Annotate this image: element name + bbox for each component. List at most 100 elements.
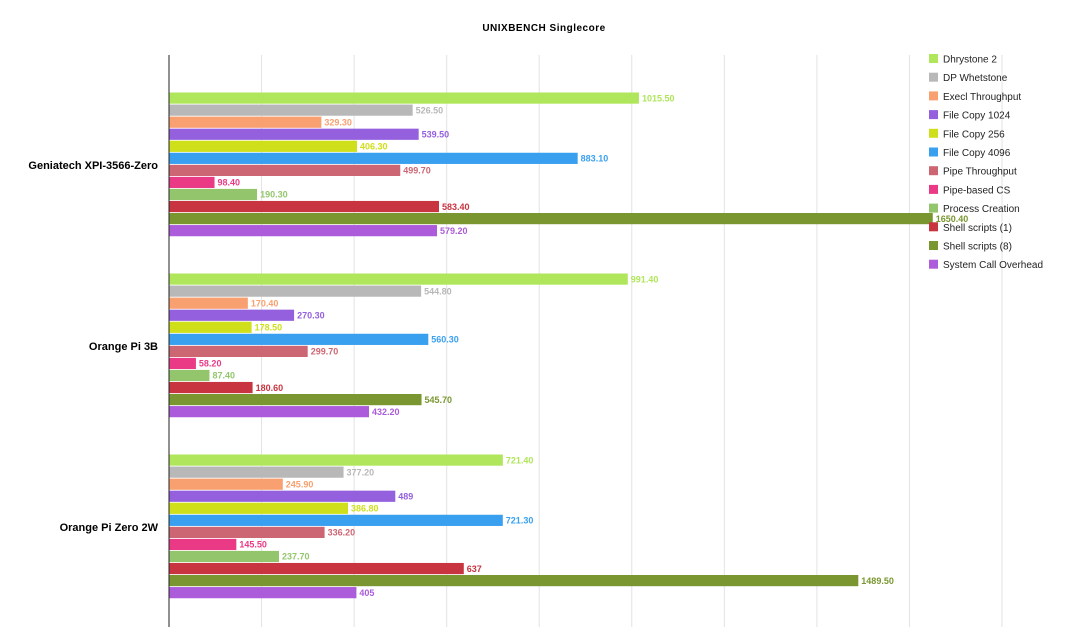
legend-label: Execl Throughput bbox=[943, 92, 1021, 103]
data-label: 245.90 bbox=[286, 479, 314, 489]
legend-item: Shell scripts (8) bbox=[929, 241, 1012, 253]
data-label: 721.30 bbox=[506, 516, 534, 526]
bar bbox=[169, 587, 357, 599]
bar bbox=[169, 188, 258, 201]
data-label: 991.40 bbox=[631, 274, 659, 284]
bar bbox=[169, 116, 322, 128]
category-labels: Geniatech XPI-3566-Zero Orange Pi 3B Orang… bbox=[28, 160, 158, 534]
data-label: 270.30 bbox=[297, 310, 325, 320]
data-label: 579.20 bbox=[440, 226, 468, 236]
legend-label: File Copy 256 bbox=[943, 129, 1005, 140]
legend-swatch bbox=[929, 54, 938, 63]
data-label: 1650.40 bbox=[936, 214, 969, 224]
bar bbox=[169, 176, 215, 189]
data-label: 1015.50 bbox=[642, 93, 675, 103]
legend-swatch bbox=[929, 241, 938, 250]
legend-swatch bbox=[929, 184, 938, 194]
data-label: 560.30 bbox=[431, 335, 459, 345]
bar bbox=[169, 454, 503, 466]
bar bbox=[169, 213, 933, 225]
data-label: 237.70 bbox=[282, 552, 310, 562]
legend-swatch bbox=[929, 203, 938, 213]
category-label: Orange Pi 3B bbox=[89, 341, 158, 353]
legend-swatch bbox=[929, 72, 938, 82]
data-label: 386.80 bbox=[351, 504, 379, 514]
data-label: 721.40 bbox=[506, 455, 534, 465]
bar bbox=[169, 104, 413, 116]
legend-label: System Call Overhead bbox=[943, 260, 1043, 271]
data-label: 190.30 bbox=[260, 190, 288, 200]
data-label: 432.20 bbox=[372, 407, 400, 417]
legend-item: Pipe-based CS bbox=[929, 184, 1011, 196]
data-label: 170.40 bbox=[251, 298, 279, 308]
bar bbox=[169, 406, 370, 418]
data-label: 499.70 bbox=[403, 166, 431, 176]
legend-label: Dhrystone 2 bbox=[943, 55, 997, 66]
legend-item: File Copy 256 bbox=[929, 128, 1005, 140]
data-label: 489 bbox=[398, 491, 413, 501]
data-label: 180.60 bbox=[256, 383, 284, 393]
legend-label: Shell scripts (8) bbox=[943, 242, 1012, 253]
bar bbox=[169, 502, 349, 514]
data-label: 406.30 bbox=[360, 142, 388, 152]
data-label: 544.80 bbox=[424, 286, 452, 296]
data-label: 883.10 bbox=[581, 154, 609, 164]
bar bbox=[169, 164, 401, 176]
legend-swatch bbox=[929, 222, 938, 232]
legend-label: DP Whetstone bbox=[943, 73, 1008, 84]
data-label: 299.70 bbox=[311, 347, 339, 357]
legend-item: DP Whetstone bbox=[929, 72, 1008, 84]
legend-label: Process Creation bbox=[943, 204, 1020, 215]
legend-item: System Call Overhead bbox=[929, 259, 1043, 271]
bar bbox=[169, 514, 503, 526]
chart-title: UNIXBENCH Singlecore bbox=[482, 23, 605, 34]
bar bbox=[169, 128, 419, 140]
data-label: 98.40 bbox=[218, 178, 241, 188]
bar bbox=[169, 200, 439, 213]
bar bbox=[169, 381, 253, 394]
legend-label: Pipe Throughput bbox=[943, 167, 1017, 178]
legend-item: Dhrystone 2 bbox=[929, 54, 997, 66]
legend-swatch bbox=[929, 110, 938, 120]
bar bbox=[169, 92, 639, 104]
legend-label: File Copy 1024 bbox=[943, 111, 1011, 122]
legend-swatch bbox=[929, 166, 938, 176]
bars bbox=[169, 92, 933, 599]
legend-item: File Copy 1024 bbox=[929, 110, 1011, 122]
bar bbox=[169, 321, 252, 333]
data-label: 1489.50 bbox=[861, 576, 894, 586]
bar bbox=[169, 297, 248, 309]
data-label: 329.30 bbox=[324, 117, 352, 127]
data-label: 539.50 bbox=[422, 129, 450, 139]
bar bbox=[169, 225, 438, 237]
data-label: 405 bbox=[359, 588, 374, 598]
data-label: 178.50 bbox=[255, 323, 283, 333]
bar bbox=[169, 369, 210, 382]
legend-item: Pipe Throughput bbox=[929, 166, 1017, 178]
legend-swatch bbox=[929, 91, 938, 101]
data-label: 58.20 bbox=[199, 359, 222, 369]
legend-label: File Copy 4096 bbox=[943, 148, 1011, 159]
category-label: Geniatech XPI-3566-Zero bbox=[28, 160, 158, 172]
data-label: 637 bbox=[467, 564, 482, 574]
bar bbox=[169, 309, 295, 321]
data-label: 583.40 bbox=[442, 202, 470, 212]
bar bbox=[169, 394, 422, 406]
bar bbox=[169, 526, 325, 538]
bar bbox=[169, 575, 859, 587]
legend: Dhrystone 2 DP Whetstone Execl Throughput F… bbox=[929, 54, 1043, 271]
legend-label: Pipe-based CS bbox=[943, 185, 1011, 196]
bar bbox=[169, 550, 280, 563]
bar bbox=[169, 345, 308, 357]
bar bbox=[169, 466, 344, 478]
legend-item: Shell scripts (1) bbox=[929, 222, 1012, 234]
bar bbox=[169, 140, 358, 152]
data-label: 526.50 bbox=[416, 105, 444, 115]
legend-label: Shell scripts (1) bbox=[943, 223, 1012, 234]
bar bbox=[169, 333, 429, 345]
bar bbox=[169, 538, 237, 551]
value-labels: 1015.50 526.50 329.30 539.50 406.30 883.10 499… bbox=[199, 93, 968, 598]
legend-swatch bbox=[929, 128, 938, 138]
bar bbox=[169, 285, 422, 297]
